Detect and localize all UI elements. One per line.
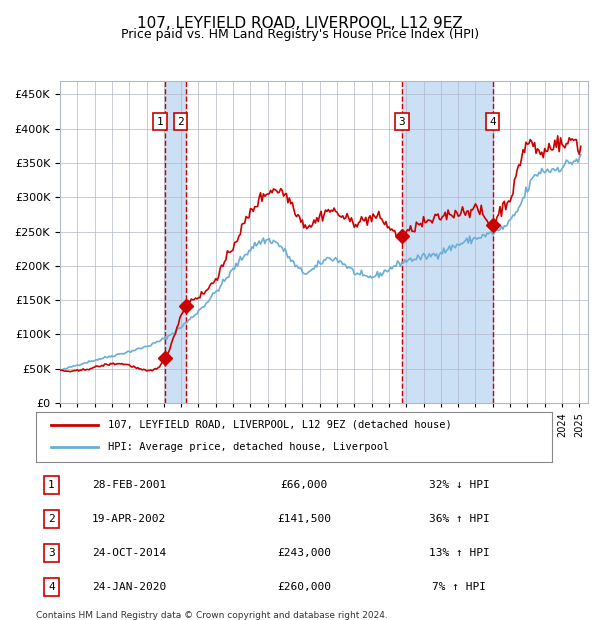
Text: 24-OCT-2014: 24-OCT-2014	[92, 548, 166, 558]
Text: £243,000: £243,000	[277, 548, 331, 558]
Text: 7% ↑ HPI: 7% ↑ HPI	[432, 582, 486, 592]
Text: 24-JAN-2020: 24-JAN-2020	[92, 582, 166, 592]
Text: 4: 4	[490, 117, 496, 126]
Text: 19-APR-2002: 19-APR-2002	[92, 514, 166, 524]
Text: 2: 2	[177, 117, 184, 126]
Text: Contains HM Land Registry data © Crown copyright and database right 2024.
This d: Contains HM Land Registry data © Crown c…	[36, 611, 388, 620]
Text: 13% ↑ HPI: 13% ↑ HPI	[429, 548, 490, 558]
Text: 36% ↑ HPI: 36% ↑ HPI	[429, 514, 490, 524]
Text: 1: 1	[48, 480, 55, 490]
Text: 3: 3	[48, 548, 55, 558]
Text: 107, LEYFIELD ROAD, LIVERPOOL, L12 9EZ: 107, LEYFIELD ROAD, LIVERPOOL, L12 9EZ	[137, 16, 463, 30]
Text: 3: 3	[398, 117, 405, 126]
Text: 107, LEYFIELD ROAD, LIVERPOOL, L12 9EZ (detached house): 107, LEYFIELD ROAD, LIVERPOOL, L12 9EZ (…	[108, 420, 452, 430]
Text: 2: 2	[48, 514, 55, 524]
Bar	[402, 81, 493, 403]
Text: 32% ↓ HPI: 32% ↓ HPI	[429, 480, 490, 490]
Text: £66,000: £66,000	[281, 480, 328, 490]
Text: £260,000: £260,000	[277, 582, 331, 592]
Text: 1: 1	[157, 117, 163, 126]
Text: 4: 4	[48, 582, 55, 592]
Bar	[166, 81, 185, 403]
Text: £141,500: £141,500	[277, 514, 331, 524]
Text: HPI: Average price, detached house, Liverpool: HPI: Average price, detached house, Live…	[108, 442, 389, 452]
Text: Price paid vs. HM Land Registry's House Price Index (HPI): Price paid vs. HM Land Registry's House …	[121, 28, 479, 41]
Text: 28-FEB-2001: 28-FEB-2001	[92, 480, 166, 490]
